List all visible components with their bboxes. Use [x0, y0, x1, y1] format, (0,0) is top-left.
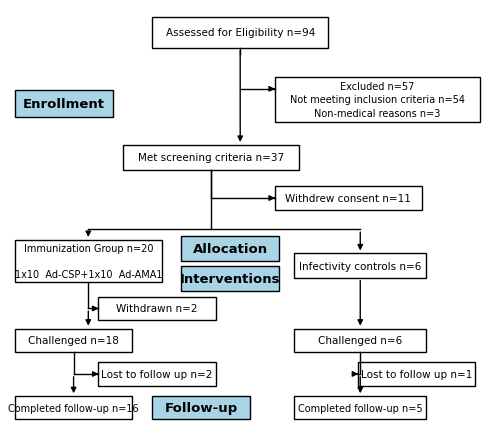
- Text: Withdrawn n=2: Withdrawn n=2: [116, 304, 198, 314]
- FancyBboxPatch shape: [294, 254, 426, 278]
- FancyBboxPatch shape: [15, 240, 162, 283]
- FancyBboxPatch shape: [15, 329, 132, 352]
- Text: Met screening criteria n=37: Met screening criteria n=37: [138, 153, 284, 163]
- Text: Allocation: Allocation: [193, 243, 268, 255]
- Text: Interventions: Interventions: [180, 272, 280, 285]
- Text: Lost to follow up n=2: Lost to follow up n=2: [101, 369, 212, 379]
- FancyBboxPatch shape: [152, 396, 250, 419]
- FancyBboxPatch shape: [15, 396, 132, 419]
- FancyBboxPatch shape: [98, 362, 216, 386]
- FancyBboxPatch shape: [294, 329, 426, 352]
- Text: Lost to follow up n=1: Lost to follow up n=1: [361, 369, 472, 379]
- FancyBboxPatch shape: [274, 78, 480, 122]
- FancyBboxPatch shape: [98, 297, 216, 320]
- Text: Infectivity controls n=6: Infectivity controls n=6: [299, 261, 422, 271]
- FancyBboxPatch shape: [294, 396, 426, 419]
- FancyBboxPatch shape: [122, 145, 299, 171]
- FancyBboxPatch shape: [182, 267, 280, 291]
- FancyBboxPatch shape: [15, 91, 113, 118]
- Text: Enrollment: Enrollment: [23, 98, 105, 111]
- Text: Completed follow-up n=5: Completed follow-up n=5: [298, 403, 422, 413]
- Text: Completed follow-up n=16: Completed follow-up n=16: [8, 403, 139, 413]
- Text: Assessed for Eligibility n=94: Assessed for Eligibility n=94: [166, 28, 315, 38]
- FancyBboxPatch shape: [274, 186, 422, 211]
- FancyBboxPatch shape: [358, 362, 476, 386]
- FancyBboxPatch shape: [152, 18, 328, 49]
- Text: Excluded n=57
Not meeting inclusion criteria n=54
Non-medical reasons n=3: Excluded n=57 Not meeting inclusion crit…: [290, 82, 465, 118]
- Text: Challenged n=6: Challenged n=6: [318, 335, 402, 345]
- FancyBboxPatch shape: [182, 237, 280, 261]
- Text: Withdrew consent n=11: Withdrew consent n=11: [285, 194, 411, 203]
- Text: Follow-up: Follow-up: [164, 401, 238, 414]
- Text: Challenged n=18: Challenged n=18: [28, 335, 119, 345]
- Text: Immunization Group n=20

1x10  Ad-CSP+1x10  Ad-AMA1: Immunization Group n=20 1x10 Ad-CSP+1x10…: [14, 243, 162, 280]
